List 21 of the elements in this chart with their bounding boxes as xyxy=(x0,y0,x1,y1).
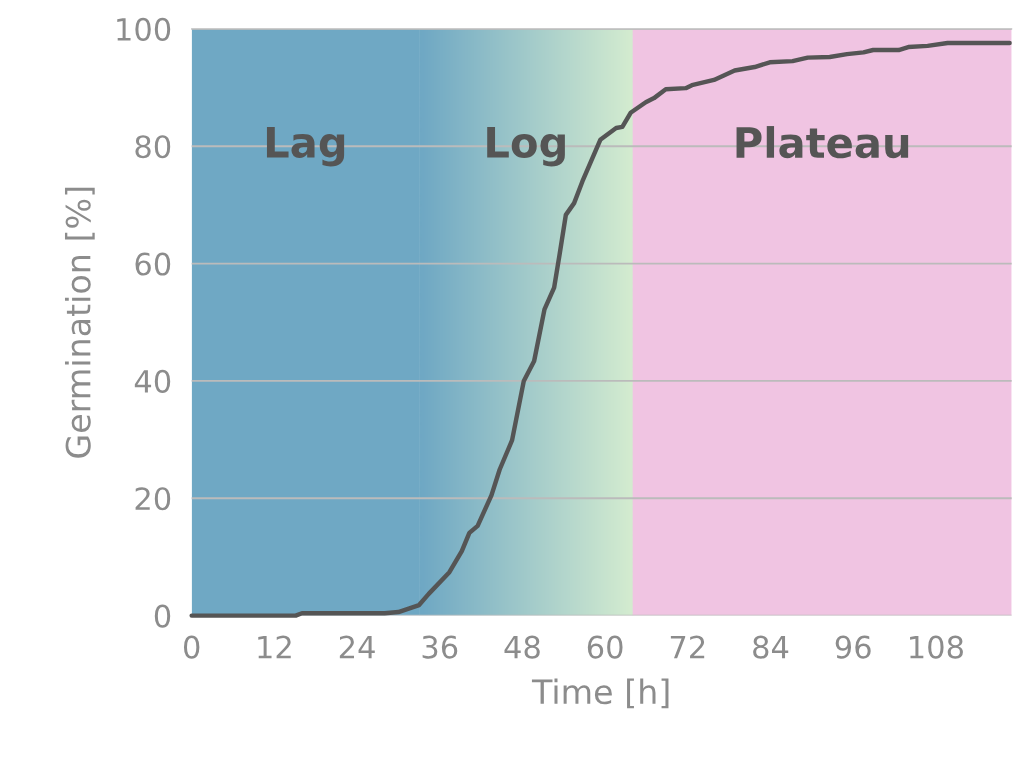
y-tick-label: 60 xyxy=(135,252,171,276)
x-tick-label: 24 xyxy=(339,635,375,659)
x-tick-label: 84 xyxy=(753,635,789,659)
band-label: Log xyxy=(487,127,565,167)
band-label: Plateau xyxy=(736,126,909,159)
line-series xyxy=(189,40,1012,618)
x-axis-title: Time [h] xyxy=(531,678,669,709)
x-tick-label: 108 xyxy=(910,635,963,659)
y-tick-label: 20 xyxy=(135,487,171,511)
x-tick-label: 12 xyxy=(258,635,291,659)
y-tick-label: 0 xyxy=(154,604,171,628)
y-tick-label: 100 xyxy=(117,17,171,41)
x-tick-label: 60 xyxy=(587,635,623,659)
x-tick-label: 0 xyxy=(183,635,200,659)
y-axis-title: Germination [%] xyxy=(64,187,95,458)
x-tick-label: 72 xyxy=(670,635,705,659)
x-tick-label: 36 xyxy=(422,635,458,659)
x-tick-label: 48 xyxy=(504,635,540,659)
y-tick-label: 40 xyxy=(134,369,171,393)
y-tick-label: 80 xyxy=(135,135,171,159)
x-tick-label: 96 xyxy=(835,635,871,659)
